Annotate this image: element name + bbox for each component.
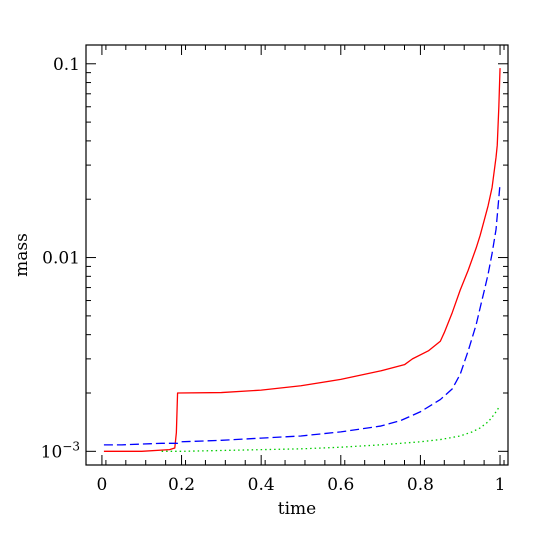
y-tick-label-base: 10 [41,442,63,462]
x-tick-label: 0.2 [168,475,195,495]
x-tick-label: 0.4 [248,475,275,495]
y-tick-label: 0.01 [42,249,80,269]
y-axis-label: mass [12,233,32,277]
x-tick-label: 1 [495,475,506,495]
plot-frame [85,44,509,466]
x-axis-label: time [278,499,316,519]
x-tick-label: 0 [97,475,108,495]
x-tick-label: 0.8 [407,475,434,495]
x-tick-label: 0.6 [327,475,354,495]
series-line-2 [103,183,501,446]
y-tick-label: 10−3 [41,439,80,462]
ticks-layer: 0 0.2 0.4 0.6 0.8 1 10−3 0.01 0.1 [41,45,508,495]
y-tick-label: 0.1 [53,55,80,75]
y-tick-label-exponent: −3 [62,439,80,453]
series-line-1 [103,68,501,452]
series-layer [103,68,501,452]
series-line-3 [161,405,501,452]
